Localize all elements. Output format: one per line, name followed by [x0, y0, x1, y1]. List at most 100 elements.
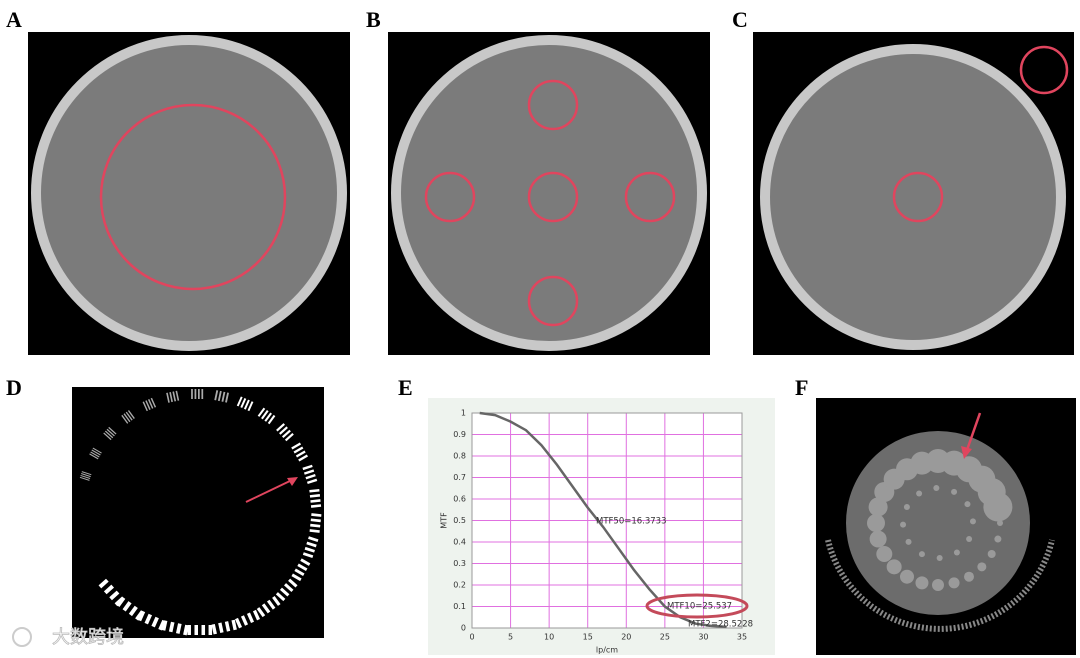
insert — [983, 492, 1013, 522]
y-tick-label: 0.5 — [453, 516, 466, 525]
bar — [306, 541, 317, 548]
bar-group — [276, 423, 294, 442]
bar-group — [234, 609, 261, 629]
bar — [106, 428, 115, 437]
bar-group — [302, 536, 319, 558]
bar — [114, 596, 125, 607]
bar — [284, 432, 294, 442]
bar — [310, 518, 321, 523]
arrow-head — [961, 446, 972, 459]
y-tick-label: 0.2 — [453, 581, 466, 590]
bar — [246, 612, 255, 624]
roi — [527, 275, 579, 327]
insert — [969, 518, 976, 525]
bar — [309, 494, 321, 498]
roi — [527, 171, 579, 223]
phantom — [391, 35, 707, 351]
bar — [224, 621, 231, 632]
bar — [305, 473, 316, 480]
insert — [868, 497, 888, 517]
bar — [236, 396, 243, 407]
bar — [169, 392, 173, 403]
bar — [191, 389, 193, 399]
bar — [281, 429, 291, 439]
bar — [98, 578, 109, 589]
bar-group — [302, 464, 318, 485]
annotation: MTF50=16.3733 — [596, 517, 667, 527]
bar — [247, 401, 254, 412]
bar-group — [161, 620, 189, 636]
bar — [284, 583, 294, 593]
bar — [279, 426, 288, 435]
bar — [240, 398, 247, 408]
bar — [121, 414, 129, 424]
bar — [80, 474, 91, 479]
bar — [309, 529, 320, 533]
bar — [161, 620, 168, 631]
bar — [127, 410, 135, 419]
bar-group — [236, 396, 254, 412]
bar-group — [79, 471, 92, 481]
arrow-head — [287, 477, 298, 486]
bar — [150, 397, 157, 408]
insert — [977, 562, 987, 572]
x-tick-label: 25 — [660, 633, 670, 642]
bar — [109, 590, 120, 601]
insert — [886, 559, 902, 575]
x-axis-label: lp/cm — [596, 646, 618, 655]
bar — [257, 407, 266, 417]
bar — [311, 513, 322, 517]
bar — [306, 478, 318, 485]
roi — [424, 171, 476, 223]
bar — [81, 473, 91, 478]
bar — [234, 617, 243, 629]
insert — [948, 577, 960, 589]
bar-group — [257, 407, 276, 425]
bar-group — [191, 389, 204, 399]
x-tick-label: 15 — [583, 633, 593, 642]
bar — [144, 613, 153, 625]
bar — [231, 619, 237, 631]
bar-group — [89, 447, 102, 460]
y-tick-label: 0.9 — [453, 430, 466, 439]
annotation: MTF2=28.5228 — [688, 620, 753, 630]
bar — [309, 488, 320, 493]
arrow — [965, 412, 982, 451]
insert — [869, 530, 887, 548]
bar — [302, 464, 313, 471]
insert — [915, 576, 929, 590]
bar — [122, 601, 132, 612]
bar-group — [103, 426, 117, 441]
artifact-ring — [825, 539, 1055, 632]
insert — [936, 554, 943, 561]
bar — [272, 595, 281, 606]
ct-image — [72, 387, 324, 638]
bar — [256, 607, 266, 618]
y-tick-label: 0.1 — [453, 602, 466, 611]
bar — [123, 413, 131, 423]
bar — [168, 621, 175, 633]
bar — [291, 442, 302, 450]
insert — [994, 535, 1002, 543]
bar — [81, 471, 92, 476]
roi — [624, 171, 676, 223]
panel-label: D — [6, 375, 22, 400]
bar — [294, 568, 305, 577]
phantom — [31, 35, 347, 351]
annotation: MTF10=25.537 — [667, 602, 732, 612]
bar — [201, 389, 204, 399]
bar-group — [214, 390, 229, 403]
bar — [225, 392, 229, 403]
bar — [295, 450, 306, 458]
insert — [916, 490, 923, 497]
bar — [218, 622, 224, 634]
bar — [104, 430, 114, 439]
insert — [918, 551, 925, 558]
bar — [90, 451, 100, 458]
arrow — [245, 479, 293, 503]
y-tick-label: 0.3 — [453, 559, 466, 568]
y-tick-label: 0.6 — [453, 495, 466, 504]
bar — [147, 399, 154, 409]
panel-label: B — [366, 7, 381, 32]
